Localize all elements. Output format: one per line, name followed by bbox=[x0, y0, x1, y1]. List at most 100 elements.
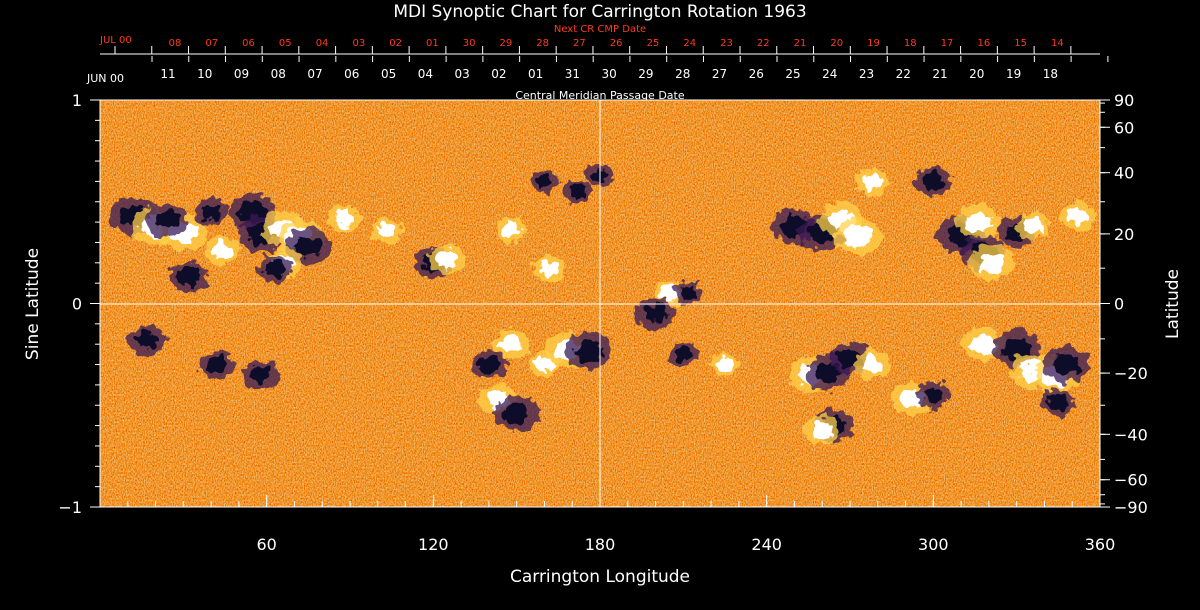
active-region-positive bbox=[211, 241, 234, 260]
x-axis: 60 120 180 240 300 360 bbox=[127, 495, 1116, 554]
cmp-day-label: 20 bbox=[969, 67, 984, 81]
next-cr-day-label: 02 bbox=[389, 38, 402, 49]
cmp-day-label: 09 bbox=[234, 67, 249, 81]
active-region-positive bbox=[535, 357, 554, 372]
active-region-negative bbox=[643, 304, 668, 323]
next-cr-day-label: 24 bbox=[683, 38, 696, 49]
cmp-day-label: 02 bbox=[491, 67, 506, 81]
y-left-tick-label: −1 bbox=[58, 498, 82, 517]
active-region-positive bbox=[970, 334, 996, 355]
active-region-positive bbox=[660, 285, 679, 301]
active-region-positive bbox=[844, 225, 873, 248]
x-tick-label: 360 bbox=[1085, 535, 1116, 554]
next-cr-day-label: 05 bbox=[279, 38, 292, 49]
cmp-day-label: 18 bbox=[1043, 67, 1058, 81]
cmp-day-label: 08 bbox=[271, 67, 286, 81]
active-region-negative bbox=[569, 184, 587, 199]
y-right-tick-label: 0 bbox=[1114, 295, 1124, 314]
cmp-day-label: 21 bbox=[932, 67, 947, 81]
next-cr-day-label: 23 bbox=[720, 38, 733, 49]
next-cr-day-label: 22 bbox=[757, 38, 770, 49]
cmp-day-label: 04 bbox=[418, 67, 433, 81]
next-cr-day-label: 14 bbox=[1051, 38, 1064, 49]
next-cr-day-label: 21 bbox=[794, 38, 807, 49]
active-region-negative bbox=[201, 203, 222, 220]
cmp-day-label: 29 bbox=[638, 67, 653, 81]
cmp-day-label: 25 bbox=[785, 67, 800, 81]
cmp-day-label: 06 bbox=[344, 67, 359, 81]
cmp-day-label: 07 bbox=[307, 67, 322, 81]
cmp-axis-title: Central Meridian Passage Date bbox=[515, 89, 684, 102]
cmp-day-label: 22 bbox=[896, 67, 911, 81]
active-region-negative bbox=[536, 174, 553, 189]
active-region-positive bbox=[862, 173, 883, 190]
cmp-day-label: 23 bbox=[859, 67, 874, 81]
active-region-positive bbox=[540, 261, 560, 277]
y-axis-left: 1 0 −1 bbox=[58, 91, 100, 517]
next-cr-day-label: 06 bbox=[242, 38, 255, 49]
y-right-tick-label: −20 bbox=[1114, 364, 1148, 383]
y-right-tick-label: 60 bbox=[1114, 118, 1134, 137]
active-region-positive bbox=[716, 357, 734, 372]
active-region-positive bbox=[334, 210, 355, 227]
active-region-negative bbox=[680, 286, 698, 301]
active-region-negative bbox=[574, 339, 603, 362]
next-cr-day-label: 29 bbox=[500, 38, 513, 49]
cmp-day-label: 01 bbox=[528, 67, 543, 81]
cmp-day-label: 19 bbox=[1006, 67, 1021, 81]
x-axis-label: Carrington Longitude bbox=[510, 567, 690, 587]
x-tick-label: 300 bbox=[918, 535, 949, 554]
active-region-positive bbox=[978, 252, 1005, 274]
cmp-month-label: JUN 00 bbox=[86, 72, 124, 85]
y-right-tick-label: 40 bbox=[1114, 164, 1134, 183]
active-region-negative bbox=[154, 210, 180, 230]
cmp-day-label: 28 bbox=[675, 67, 690, 81]
active-region-negative bbox=[295, 236, 322, 257]
y-right-tick-label: −40 bbox=[1114, 425, 1148, 444]
active-region-positive bbox=[376, 222, 396, 238]
active-region-positive bbox=[1067, 207, 1088, 224]
active-region-negative bbox=[136, 331, 159, 349]
active-region-positive bbox=[964, 211, 991, 233]
active-region-negative bbox=[478, 355, 500, 374]
cmp-day-label: 26 bbox=[749, 67, 764, 81]
active-region-positive bbox=[811, 421, 834, 439]
next-cr-day-label: 04 bbox=[316, 38, 329, 49]
cmp-date-axis: 11 10 09 08 07 06 05 04 03 02 01 31 30 29 28 27 26 25 24 23… bbox=[151, 56, 1109, 81]
active-region-positive bbox=[1023, 218, 1044, 235]
y-axis-right: 90 60 40 20 0 −20 −40 −60 −90 bbox=[1100, 91, 1148, 517]
next-cr-month-label: JUL 00 bbox=[99, 35, 132, 46]
active-region-negative bbox=[1048, 395, 1069, 412]
cmp-day-label: 11 bbox=[160, 67, 175, 81]
active-region-negative bbox=[674, 347, 692, 362]
active-region-positive bbox=[436, 250, 459, 268]
next-cr-date-axis: 08 07 06 05 04 03 02 01 30 29 28 27 26 25 24 23 22 21 20 19… bbox=[100, 38, 1100, 55]
active-region-positive bbox=[500, 335, 522, 353]
next-cr-day-label: 15 bbox=[1014, 38, 1027, 49]
y-left-tick-label: 0 bbox=[72, 295, 82, 314]
x-tick-label: 60 bbox=[256, 535, 276, 554]
cmp-day-label: 03 bbox=[454, 67, 469, 81]
next-cr-day-label: 18 bbox=[904, 38, 917, 49]
next-cr-day-label: 30 bbox=[463, 38, 476, 49]
active-region-negative bbox=[177, 267, 201, 287]
next-cr-day-label: 16 bbox=[977, 38, 990, 49]
x-tick-label: 120 bbox=[418, 535, 449, 554]
cmp-day-label: 24 bbox=[822, 67, 837, 81]
next-cr-day-label: 26 bbox=[610, 38, 623, 49]
next-cr-day-label: 25 bbox=[647, 38, 660, 49]
active-region-negative bbox=[922, 172, 945, 190]
active-region-negative bbox=[206, 356, 227, 373]
next-cr-day-label: 07 bbox=[205, 38, 218, 49]
active-region-layer bbox=[109, 163, 1095, 445]
active-region-negative bbox=[250, 366, 272, 384]
active-region-negative bbox=[503, 402, 530, 424]
next-cr-axis-title: Next CR CMP Date bbox=[554, 24, 646, 35]
cmp-day-label: 10 bbox=[197, 67, 212, 81]
next-cr-day-label: 01 bbox=[426, 38, 439, 49]
next-cr-day-label: 20 bbox=[830, 38, 843, 49]
y-right-tick-label: 90 bbox=[1114, 91, 1134, 110]
next-cr-day-label: 03 bbox=[352, 38, 365, 49]
y-axis-right-label: Latitude bbox=[1163, 269, 1183, 339]
